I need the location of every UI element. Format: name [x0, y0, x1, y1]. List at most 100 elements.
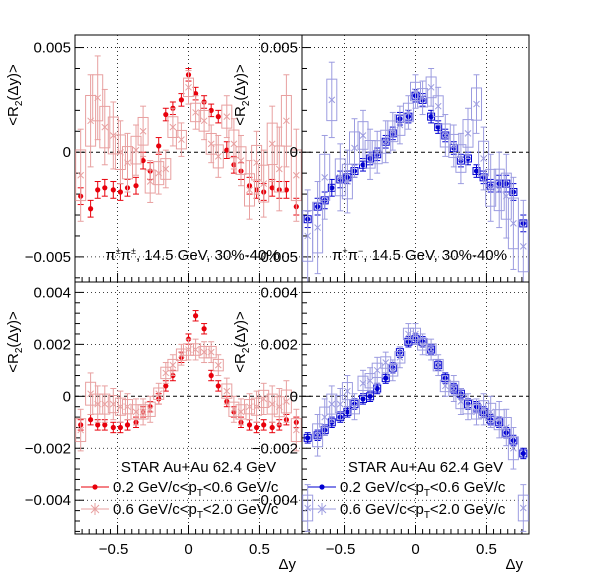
marker-box	[244, 173, 256, 207]
data-point-systematic	[280, 380, 292, 423]
marker-star	[441, 132, 449, 139]
plot-area	[302, 323, 529, 532]
y-tick-label: −0.004	[252, 492, 298, 509]
marker-star	[450, 385, 458, 392]
marker-star	[162, 165, 170, 173]
marker-box	[380, 356, 392, 369]
marker-star	[344, 178, 351, 185]
marker-box	[478, 140, 490, 177]
series-high-pt	[75, 338, 302, 452]
x-tick-label: 0.5	[476, 541, 497, 558]
marker-dot	[102, 185, 108, 191]
marker-star	[178, 136, 185, 144]
data-point	[253, 421, 260, 434]
data-point-systematic	[167, 107, 179, 147]
marker-box	[371, 140, 383, 165]
marker-dot	[208, 107, 214, 113]
data-point	[260, 419, 267, 431]
marker-dot	[269, 185, 275, 191]
marker-dot	[215, 383, 221, 389]
legend-marker-dot	[319, 484, 325, 490]
marker-star	[101, 400, 109, 408]
data-point-systematic	[258, 382, 270, 415]
data-point-systematic	[190, 95, 202, 130]
marker-box	[160, 158, 172, 180]
data-point-systematic	[290, 128, 302, 222]
marker-box	[341, 163, 353, 200]
marker-box	[485, 168, 497, 207]
marker-star	[519, 243, 527, 250]
marker-dot	[178, 97, 185, 103]
marker-dot	[88, 417, 94, 423]
data-point	[215, 380, 222, 392]
data-point	[155, 137, 162, 155]
x-tick-label: −0.5	[99, 541, 129, 558]
marker-box	[455, 393, 467, 410]
marker-box	[517, 220, 529, 273]
data-point-systematic	[462, 107, 474, 159]
data-point	[269, 421, 276, 434]
marker-dot	[374, 385, 380, 392]
marker-star	[155, 390, 163, 398]
panel-annotation: STAR Au+Au 62.4 GeV	[348, 459, 503, 476]
marker-box	[235, 146, 247, 175]
data-point-systematic	[258, 149, 270, 218]
data-point-systematic	[517, 199, 529, 282]
data-point-systematic	[212, 134, 224, 178]
marker-box	[144, 401, 156, 417]
marker-star	[109, 132, 117, 139]
legend-label: 0.2 GeV/c<pT​<0.6 GeV/c	[340, 479, 506, 499]
series-high-pt	[75, 55, 302, 222]
marker-dot	[360, 162, 366, 168]
y-tick-label: −0.002	[25, 440, 71, 457]
marker-dot	[254, 424, 260, 431]
marker-star	[77, 171, 85, 179]
legend-marker-star	[90, 504, 100, 514]
marker-dot	[383, 375, 389, 381]
marker-dot	[156, 143, 162, 149]
marker-box	[448, 133, 460, 158]
marker-dot	[283, 187, 289, 193]
marker-star	[389, 366, 397, 374]
marker-dot	[305, 435, 311, 441]
data-point-systematic	[228, 395, 240, 423]
marker-star	[207, 348, 215, 356]
marker-dot	[208, 372, 214, 379]
marker-star	[366, 377, 374, 385]
marker-box	[228, 129, 240, 159]
marker-box	[517, 494, 529, 522]
marker-box	[394, 351, 406, 364]
panel-annotation: STAR Au+Au 62.4 GeV	[121, 459, 276, 476]
marker-box	[137, 116, 149, 146]
data-point-systematic	[99, 88, 111, 166]
marker-box	[410, 81, 421, 102]
x-tick-label: 0	[184, 541, 192, 558]
legend-marker-dot	[92, 484, 98, 490]
marker-star	[253, 159, 260, 167]
panel-annotation: π+​π−​, 14.5 GeV, 30%-40%	[332, 246, 507, 264]
marker-box	[326, 393, 338, 415]
data-point-systematic	[341, 375, 353, 408]
x-tick-label: 0	[411, 541, 419, 558]
marker-star	[169, 361, 177, 369]
legend-label: 0.2 GeV/c<pT​<0.6 GeV/c	[113, 479, 279, 499]
marker-box	[357, 121, 369, 150]
marker-dot	[133, 183, 139, 189]
marker-box	[334, 158, 346, 197]
marker-box	[394, 114, 406, 136]
data-point-systematic	[364, 367, 376, 395]
data-point-systematic	[153, 382, 165, 405]
marker-box	[75, 418, 87, 443]
panel-frame	[301, 281, 530, 535]
data-point-systematic	[235, 398, 247, 426]
data-point-systematic	[439, 375, 451, 397]
data-point-systematic	[371, 356, 383, 384]
data-point	[283, 181, 290, 199]
marker-star	[94, 94, 102, 102]
data-point-systematic	[326, 385, 338, 423]
data-point-systematic	[348, 118, 360, 178]
y-tick-label: −0.002	[252, 440, 298, 457]
marker-box	[99, 393, 111, 415]
panel-top-left: −0.005 0 0.005 <R2(Δy)> π±​π±​, 14.5 GeV, 30…	[5, 34, 303, 283]
marker-dot	[117, 189, 123, 195]
